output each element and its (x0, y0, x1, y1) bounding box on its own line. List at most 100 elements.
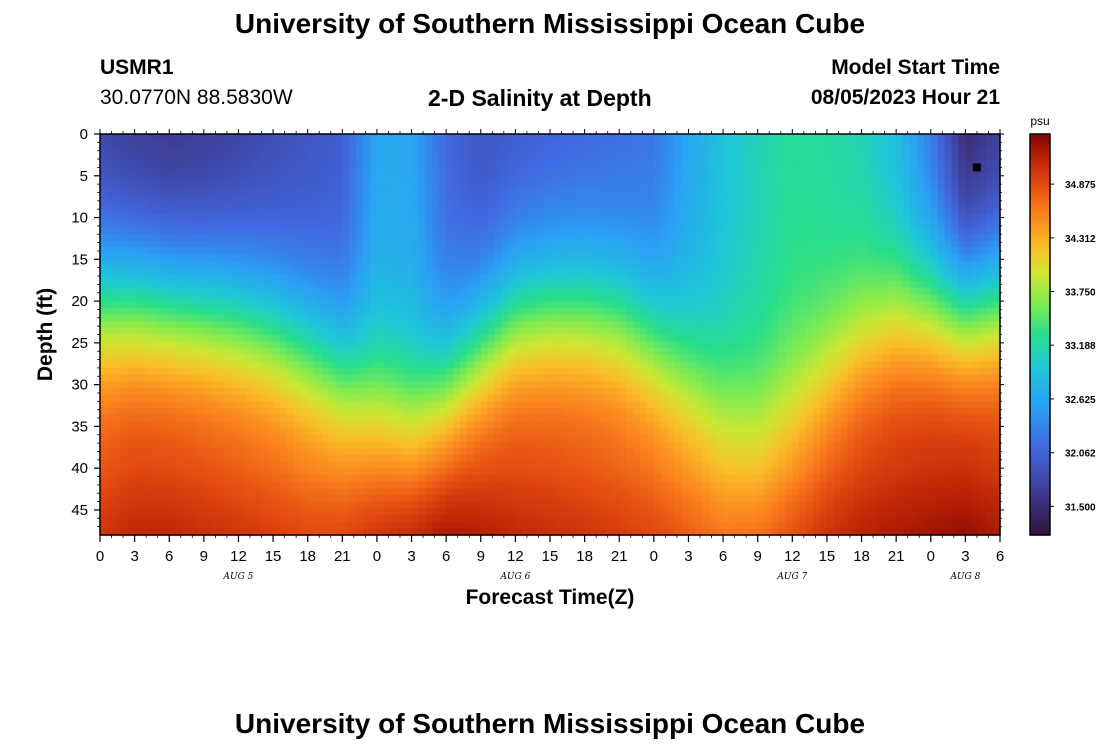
heatmap-cell (577, 240, 586, 249)
heatmap-cell (224, 341, 233, 349)
heatmap-cell (148, 468, 156, 476)
heatmap-cell (529, 281, 537, 289)
heatmap-cell (439, 428, 447, 436)
heatmap-cell (376, 220, 385, 229)
heatmap-cell (425, 167, 433, 175)
heatmap-cell (453, 387, 461, 396)
heatmap-cell (169, 448, 177, 456)
heatmap-cell (494, 294, 503, 302)
heatmap-cell (328, 274, 336, 282)
heatmap-cell (646, 247, 655, 255)
heatmap-cell (328, 387, 336, 396)
heatmap-cell (667, 434, 676, 443)
heatmap-cell (570, 501, 579, 509)
heatmap-cell (404, 341, 413, 349)
heatmap-cell (584, 428, 593, 436)
heatmap-cell (591, 267, 600, 275)
heatmap-cell (473, 341, 482, 349)
heatmap-cell (183, 521, 191, 529)
heatmap-cell (176, 154, 184, 162)
heatmap-cell (397, 441, 406, 449)
heatmap-cell (453, 441, 461, 449)
heatmap-cell (169, 174, 177, 182)
heatmap-cell (390, 140, 399, 148)
heatmap-cell (390, 374, 399, 382)
heatmap-cell (536, 200, 544, 209)
heatmap-cell (633, 408, 641, 416)
heatmap-cell (646, 207, 655, 215)
heatmap-cell (480, 514, 489, 523)
heatmap-cell (660, 287, 669, 295)
heatmap-cell (335, 347, 343, 356)
heatmap-cell (273, 214, 281, 222)
heatmap-cell (134, 494, 143, 503)
heatmap-cell (563, 254, 572, 262)
heatmap-cell (667, 327, 676, 336)
heatmap-cell (134, 321, 143, 329)
heatmap-cell (653, 501, 662, 509)
heatmap-cell (563, 474, 572, 483)
heatmap-cell (176, 461, 184, 469)
heatmap-cell (660, 501, 669, 509)
heatmap-cell (605, 421, 613, 429)
heatmap-cell (640, 347, 648, 356)
heatmap-cell (619, 448, 627, 456)
heatmap-cell (501, 200, 510, 209)
heatmap-cell (183, 301, 191, 309)
heatmap-cell (134, 327, 143, 336)
heatmap-cell (556, 521, 565, 529)
heatmap-cell (550, 254, 558, 262)
heatmap-cell (155, 461, 163, 469)
heatmap-cell (245, 488, 253, 496)
heatmap-cell (266, 401, 274, 409)
heatmap-cell (370, 454, 378, 463)
heatmap-cell (522, 394, 530, 402)
heatmap-cell (356, 281, 364, 289)
heatmap-cell (217, 401, 226, 409)
heatmap-cell (501, 341, 510, 349)
heatmap-cell (487, 240, 496, 249)
heatmap-cell (612, 194, 620, 202)
heatmap-cell (674, 147, 683, 155)
heatmap-cell (473, 327, 482, 336)
heatmap-cell (598, 488, 606, 496)
heatmap-cell (273, 174, 281, 182)
heatmap-cell (439, 434, 447, 443)
heatmap-cell (349, 301, 357, 309)
heatmap-cell (217, 207, 226, 215)
heatmap-cell (660, 260, 669, 269)
heatmap-cell (570, 207, 579, 215)
heatmap-cell (266, 254, 274, 262)
heatmap-cell (321, 220, 330, 229)
heatmap-cell (494, 214, 503, 222)
heatmap-cell (667, 347, 676, 356)
heatmap-cell (148, 341, 156, 349)
heatmap-cell (162, 281, 170, 289)
heatmap-cell (231, 147, 240, 155)
heatmap-cell (453, 361, 461, 369)
heatmap-cell (217, 468, 226, 476)
heatmap-cell (411, 454, 420, 463)
heatmap-cell (570, 381, 579, 389)
heatmap-cell (487, 514, 496, 523)
heatmap-cell (155, 414, 163, 422)
heatmap-cell (605, 187, 613, 195)
heatmap-cell (480, 347, 489, 356)
heatmap-cell (466, 167, 475, 175)
heatmap-cell (307, 474, 316, 483)
heatmap-cell (231, 374, 240, 382)
heatmap-cell (640, 307, 648, 316)
heatmap-cell (162, 174, 170, 182)
heatmap-cell (646, 301, 655, 309)
heatmap-cell (196, 260, 205, 269)
heatmap-cell (522, 227, 530, 235)
heatmap-cell (466, 347, 475, 356)
heatmap-cell (626, 294, 634, 302)
heatmap-cell (529, 160, 537, 169)
heatmap-cell (425, 494, 433, 503)
heatmap-cell (487, 260, 496, 269)
heatmap-cell (245, 260, 253, 269)
heatmap-cell (577, 454, 586, 463)
heatmap-cell (266, 167, 274, 175)
heatmap-cell (259, 434, 267, 443)
